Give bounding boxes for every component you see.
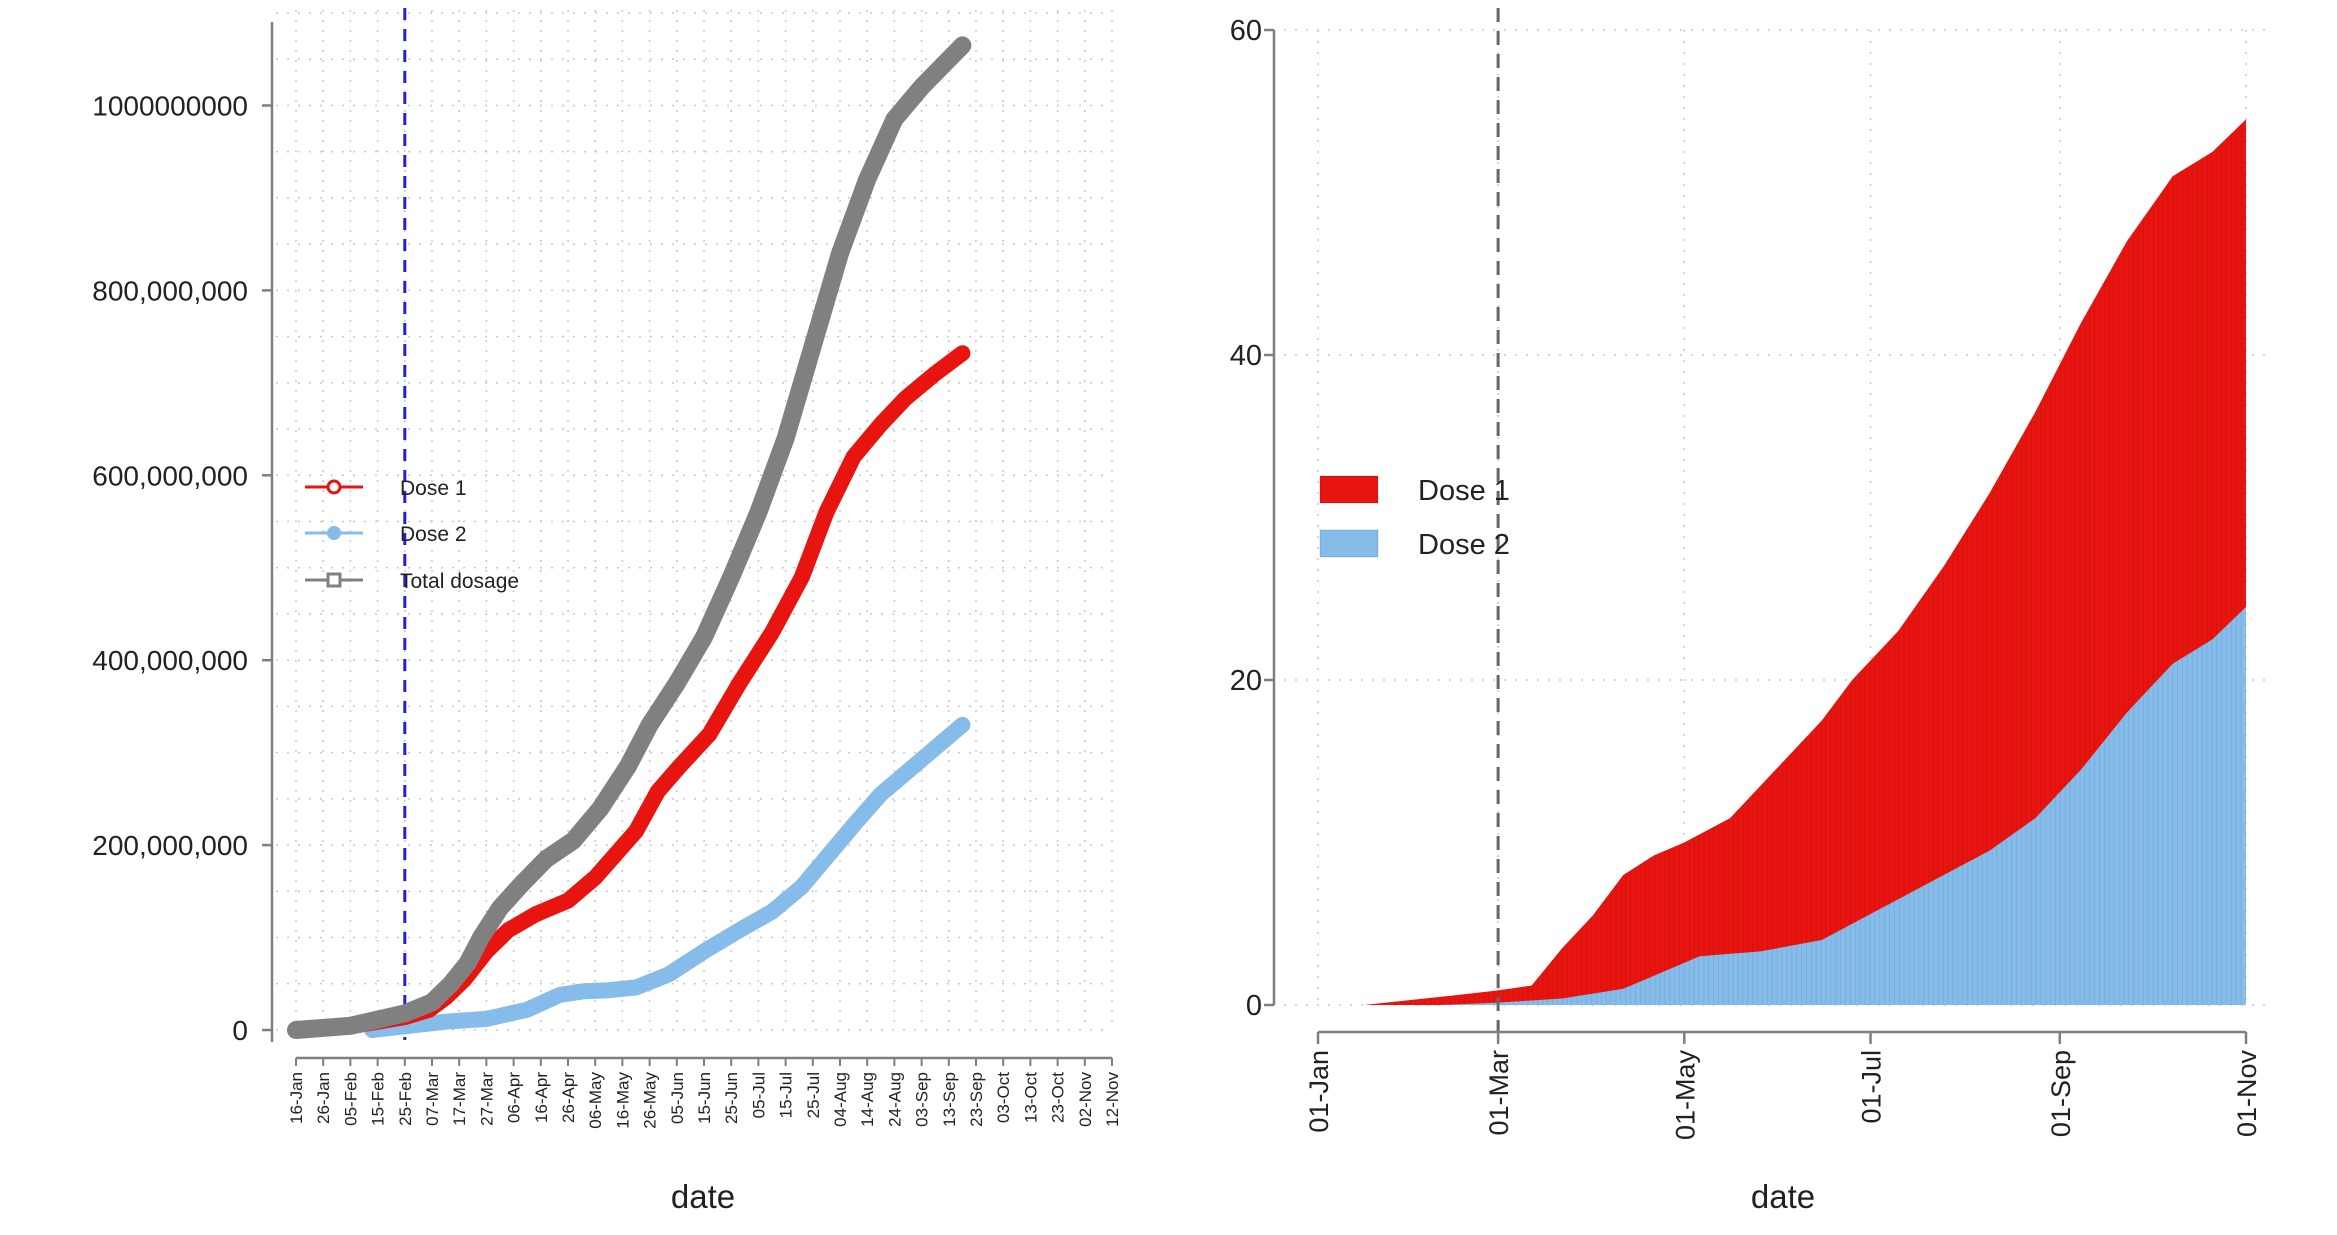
left-x-tick-label: 15-Jul [777, 1072, 796, 1118]
left-x-tick-label: 23-Sep [967, 1072, 986, 1127]
left-x-tick-label: 15-Feb [369, 1072, 388, 1126]
left-x-tick-label: 02-Nov [1076, 1072, 1095, 1127]
right-x-tick-labels: 01-Jan 01-Mar 01-May 01-Jul 01-Sep 01-Nov [1304, 1050, 2262, 1141]
left-x-tick-label: 12-Nov [1103, 1072, 1122, 1127]
left-x-tick-label: 03-Sep [913, 1072, 932, 1127]
right-area-dose1 [1363, 119, 2246, 1005]
left-x-tick-label: 05-Jun [668, 1072, 687, 1124]
left-series-line-dose2 [364, 716, 971, 1038]
left-series-line-dose1 [288, 345, 971, 1038]
left-x-tick-label: 25-Feb [396, 1072, 415, 1126]
left-x-tick-label: 14-Aug [858, 1072, 877, 1127]
left-y-tick-label: 200,000,000 [92, 830, 248, 861]
left-series-line-total [287, 36, 972, 1039]
right-x-tick-label: 01-May [1670, 1050, 1700, 1141]
left-legend: Dose 1 Dose 2 Total dosage [305, 477, 519, 593]
left-y-tick-label: 0 [232, 1015, 248, 1046]
right-x-axis-label: date [1751, 1178, 1815, 1215]
right-y-tick-label: 60 [1230, 15, 1262, 47]
left-legend-label-total: Total dosage [400, 570, 519, 593]
left-x-tick-label: 26-Jan [314, 1072, 333, 1124]
left-series [287, 36, 972, 1039]
left-x-tick-label: 26-May [641, 1072, 660, 1129]
left-x-tick-label: 25-Jul [804, 1072, 823, 1118]
right-x-tick-label: 01-Nov [2232, 1050, 2262, 1138]
right-area-texture [1366, 124, 2242, 1005]
left-x-tick-label: 24-Aug [885, 1072, 904, 1127]
right-legend-label-dose1: Dose 1 [1418, 475, 1510, 507]
left-x-axis-label: date [671, 1178, 735, 1215]
left-x-tick-label: 06-Apr [505, 1072, 524, 1123]
left-y-tick-labels: 0 200,000,000 400,000,000 600,000,000 800,00… [92, 90, 248, 1046]
right-legend-swatch-dose2 [1319, 529, 1379, 558]
right-areas [1363, 119, 2246, 1005]
right-y-tick-labels: 0 20 40 60 [1230, 15, 1262, 1022]
right-legend-swatch-dose1 [1319, 475, 1379, 504]
right-y-tick-label: 20 [1230, 665, 1262, 697]
left-x-tick-label: 16-May [613, 1072, 632, 1129]
left-y-tick-label: 400,000,000 [92, 645, 248, 676]
left-legend-label-dose1: Dose 1 [400, 477, 467, 500]
left-x-tick-label: 26-Apr [559, 1072, 578, 1123]
left-x-tick-label: 07-Mar [423, 1072, 442, 1126]
left-x-tick-label: 27-Mar [477, 1072, 496, 1126]
right-axes [1264, 28, 2248, 1044]
right-area-dose2 [1440, 606, 2246, 1005]
left-x-tick-label: 13-Sep [940, 1072, 959, 1127]
left-x-tick-label: 04-Aug [831, 1072, 850, 1127]
left-x-tick-label: 23-Oct [1049, 1072, 1068, 1123]
left-x-tick-label: 05-Feb [341, 1072, 360, 1126]
right-legend: Dose 1 Dose 2 [1319, 475, 1510, 561]
right-x-tick-label: 01-Jan [1304, 1050, 1334, 1133]
left-x-tick-label: 13-Oct [1021, 1072, 1040, 1123]
left-y-tick-label: 1000000000 [92, 90, 248, 121]
left-legend-marker-dose2 [327, 526, 341, 540]
left-grid [276, 10, 1113, 1031]
left-legend-marker-dose1 [326, 479, 342, 495]
left-legend-marker-total [326, 572, 342, 588]
left-x-tick-label: 15-Jun [695, 1072, 714, 1124]
left-x-tick-label: 05-Jul [749, 1072, 768, 1118]
right-y-tick-label: 40 [1230, 340, 1262, 372]
left-x-tick-label: 16-Jan [287, 1072, 306, 1124]
right-x-tick-label: 01-Jul [1857, 1050, 1887, 1124]
left-axes [262, 22, 1113, 1066]
left-x-tick-label: 16-Apr [532, 1072, 551, 1123]
left-x-tick-label: 03-Oct [994, 1072, 1013, 1123]
left-x-tick-labels: 16-Jan 26-Jan 05-Feb 15-Feb 25-Feb 07-Mar 17-M… [287, 1072, 1122, 1129]
dose-count-line-chart: 0 200,000,000 400,000,000 600,000,000 800,00… [92, 8, 1122, 1215]
left-x-tick-label: 06-May [586, 1072, 605, 1129]
right-y-tick-label: 0 [1246, 990, 1262, 1022]
right-x-tick-label: 01-Mar [1484, 1050, 1514, 1136]
left-y-tick-label: 800,000,000 [92, 275, 248, 306]
right-x-tick-label: 01-Sep [2046, 1050, 2076, 1137]
left-x-tick-label: 25-Jun [722, 1072, 741, 1124]
left-legend-label-dose2: Dose 2 [400, 523, 467, 546]
left-y-tick-label: 600,000,000 [92, 460, 248, 491]
left-x-tick-label: 17-Mar [450, 1072, 469, 1126]
right-legend-label-dose2: Dose 2 [1418, 529, 1510, 561]
